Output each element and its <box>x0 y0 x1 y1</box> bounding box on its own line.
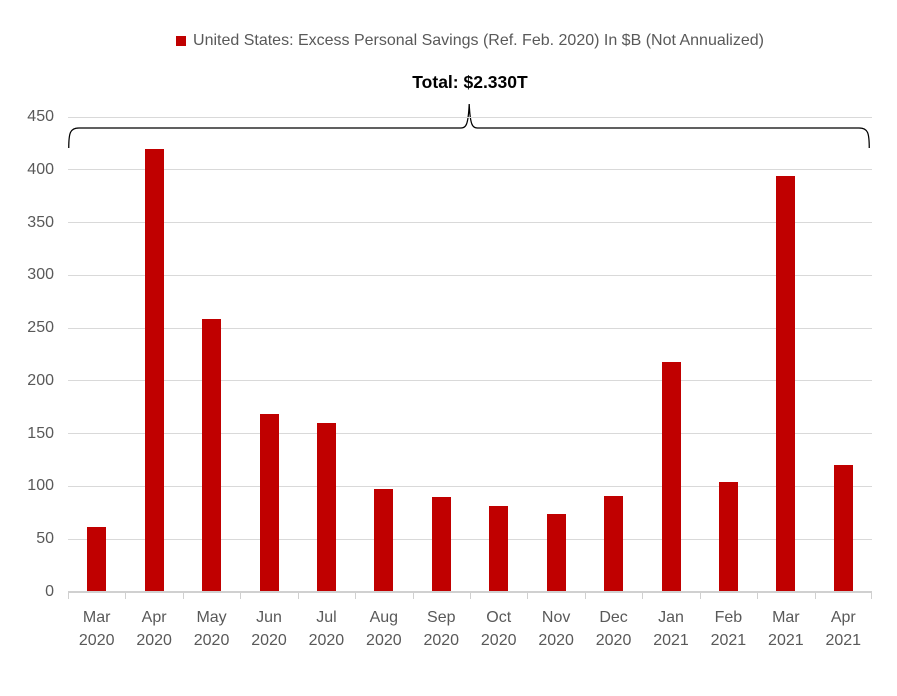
x-axis-tick <box>470 592 471 599</box>
y-axis-label: 300 <box>27 266 54 284</box>
x-axis-tick <box>355 592 357 599</box>
x-axis-label: Mar 2021 <box>768 609 804 649</box>
plot-area: 0 50 100 150 200 250 300 350 400 450 Mar 2020 Apr 202… <box>27 108 872 649</box>
x-axis-tick <box>642 592 644 599</box>
bar-aug-2020 <box>374 488 394 591</box>
gridline <box>68 116 872 118</box>
y-axis-label: 50 <box>36 530 54 548</box>
gridline <box>68 222 872 224</box>
x-axis-label: Aug 2020 <box>366 609 402 649</box>
bar-apr-2020 <box>144 148 164 591</box>
bar-mar-2021 <box>776 176 796 591</box>
gridline <box>68 274 872 276</box>
x-axis-tick <box>757 592 759 599</box>
y-axis-label: 200 <box>27 371 54 389</box>
bar-oct-2020 <box>489 505 509 591</box>
bar-jun-2020 <box>259 413 279 591</box>
x-axis-label: Apr 2020 <box>136 609 172 649</box>
x-axis-label: Apr 2021 <box>825 609 862 649</box>
gridline <box>68 327 872 329</box>
chart-legend: United States: Excess Personal Savings (… <box>68 32 872 50</box>
gridline <box>68 538 872 540</box>
bar-jan-2021 <box>661 361 681 591</box>
x-axis-label: Feb 2021 <box>710 609 747 649</box>
y-axis-label: 100 <box>27 477 54 495</box>
x-axis-tick <box>182 592 184 599</box>
x-axis-tick <box>297 592 299 599</box>
bar-nov-2020 <box>546 513 566 591</box>
total-annotation: Total: $2.330T <box>412 72 528 92</box>
x-axis-tick <box>814 592 816 599</box>
x-axis-tick <box>68 592 69 599</box>
bar-mar-2020 <box>87 526 107 591</box>
bar-jul-2020 <box>316 423 336 591</box>
x-axis-label: Nov 2020 <box>538 609 574 649</box>
x-axis-label: Mar 2020 <box>78 609 115 649</box>
bar-apr-2021 <box>833 465 853 591</box>
x-axis-tick <box>240 592 242 599</box>
x-axis-label: Jul 2020 <box>308 609 345 649</box>
gridline <box>68 380 872 382</box>
x-axis-label: May 2020 <box>193 609 230 649</box>
bar-may-2020 <box>202 318 222 591</box>
x-axis-tick <box>527 592 529 599</box>
x-axis-tick <box>125 592 127 599</box>
gridline <box>68 169 872 171</box>
x-axis-tick <box>699 592 701 599</box>
gridline <box>68 433 872 435</box>
y-axis-label: 250 <box>27 319 54 337</box>
y-axis-label: 350 <box>27 213 54 231</box>
bar-dec-2020 <box>604 496 624 591</box>
y-axis-label: 150 <box>27 424 54 442</box>
x-axis-tick <box>584 592 586 599</box>
bar-sep-2020 <box>431 497 451 591</box>
x-axis-label: Jun 2020 <box>251 609 287 649</box>
y-axis-label: 450 <box>27 108 54 125</box>
y-axis-label: 400 <box>27 160 54 178</box>
legend-marker-icon <box>176 36 187 46</box>
gridline <box>68 485 872 487</box>
x-axis-tick <box>412 592 414 599</box>
legend-label: United States: Excess Personal Savings (… <box>193 32 764 49</box>
x-axis-label: Dec 2020 <box>595 609 632 649</box>
x-axis-label: Jan 2021 <box>653 609 689 649</box>
bar-feb-2021 <box>718 482 738 591</box>
total-brace-icon <box>68 103 870 149</box>
y-axis-label: 0 <box>45 583 54 600</box>
x-axis-label: Sep 2020 <box>423 609 460 649</box>
x-axis-tick <box>871 592 872 599</box>
x-axis-label: Oct 2020 <box>480 609 517 649</box>
